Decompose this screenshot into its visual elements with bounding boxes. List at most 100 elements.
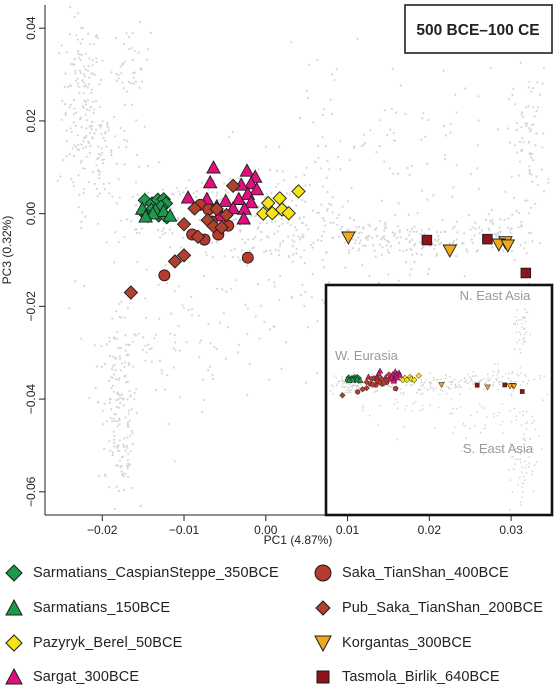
reference-point: [522, 141, 525, 144]
reference-point: [62, 159, 65, 162]
x-tick-label: −0.01: [169, 523, 200, 537]
reference-point: [123, 235, 126, 239]
inset-reference-point: [432, 379, 435, 381]
inset-reference-point: [428, 381, 431, 384]
inset-reference-point: [525, 472, 528, 474]
reference-point: [123, 437, 126, 440]
reference-point: [224, 189, 227, 192]
data-points: [123, 160, 532, 300]
reference-point: [301, 221, 304, 224]
inset-reference-point: [472, 383, 474, 385]
reference-point: [94, 100, 98, 103]
inset-reference-point: [460, 450, 463, 453]
reference-point: [120, 470, 123, 473]
reference-point: [384, 226, 388, 229]
inset-reference-point: [496, 373, 499, 376]
reference-point: [123, 445, 126, 449]
reference-point: [304, 184, 307, 187]
inset-reference-point: [519, 333, 522, 336]
inset-point-Pub_Saka_TianShan_200BCE: [359, 386, 366, 393]
reference-point: [358, 247, 361, 250]
reference-point: [337, 155, 340, 158]
reference-point: [88, 125, 91, 128]
inset-point-Korgantas_300BCE: [510, 383, 518, 390]
reference-point: [204, 251, 207, 254]
inset-reference-point: [520, 466, 523, 468]
reference-point: [514, 103, 517, 106]
reference-point: [415, 230, 418, 233]
reference-point: [510, 175, 513, 178]
reference-point: [111, 453, 114, 457]
reference-point: [73, 15, 76, 19]
inset-data-points: [339, 367, 525, 399]
inset-reference-point: [355, 385, 358, 388]
reference-point: [104, 139, 107, 142]
reference-point: [405, 237, 408, 241]
reference-point: [126, 306, 129, 309]
inset-reference-point: [336, 383, 339, 385]
reference-point: [295, 229, 298, 232]
reference-point: [497, 234, 500, 237]
x-tick-label: 0.02: [418, 523, 442, 537]
reference-point: [126, 140, 129, 143]
inset-reference-point: [531, 415, 533, 418]
reference-point: [172, 347, 175, 350]
reference-point: [68, 153, 71, 156]
reference-point: [507, 98, 510, 101]
inset-reference-point: [395, 383, 397, 385]
inset-reference-point: [525, 450, 527, 453]
reference-point: [327, 281, 331, 284]
reference-point: [339, 140, 342, 143]
inset-reference-point: [352, 372, 355, 375]
inset-reference-point: [500, 380, 503, 383]
reference-point: [127, 425, 131, 428]
reference-point: [295, 204, 298, 207]
reference-point: [119, 401, 122, 405]
reference-point: [200, 181, 203, 184]
inset-reference-point: [430, 382, 432, 385]
reference-point: [116, 464, 119, 467]
inset-point-Saka_TianShan_400BCE: [393, 385, 399, 392]
reference-point: [82, 140, 85, 143]
reference-point: [133, 398, 136, 401]
reference-point: [359, 239, 362, 242]
reference-point: [78, 53, 81, 56]
inset-reference-point: [453, 378, 456, 381]
reference-point: [115, 405, 119, 408]
reference-point: [349, 217, 352, 220]
inset-reference-point: [521, 496, 523, 499]
reference-point: [526, 122, 529, 125]
reference-point: [64, 72, 67, 75]
reference-point: [137, 51, 140, 54]
inset-reference-point: [522, 328, 525, 331]
y-tick-label: −0.02: [24, 291, 38, 322]
reference-point: [249, 214, 252, 217]
reference-point: [420, 189, 424, 192]
reference-point: [103, 187, 106, 191]
reference-point: [503, 218, 506, 221]
reference-point: [390, 107, 393, 111]
reference-point: [282, 179, 285, 182]
inset-reference-point: [389, 386, 392, 388]
inset-reference-point: [515, 380, 518, 383]
reference-point: [63, 103, 67, 106]
inset-reference-point: [473, 381, 476, 384]
reference-point: [267, 236, 270, 239]
inset-reference-point: [449, 412, 452, 415]
inset-reference-point: [526, 382, 529, 385]
inset-reference-point: [332, 393, 334, 395]
reference-point: [303, 304, 306, 308]
reference-point: [532, 123, 535, 126]
reference-point: [294, 175, 298, 178]
inset-reference-point: [346, 391, 349, 394]
inset-reference-point: [329, 390, 332, 392]
reference-point: [337, 213, 340, 216]
reference-point: [462, 242, 465, 245]
reference-point: [396, 225, 400, 228]
reference-point: [368, 274, 371, 277]
reference-point: [491, 222, 495, 226]
reference-point: [124, 361, 127, 364]
legend-item-korgantas: Korgantas_300BCE: [312, 631, 472, 655]
reference-point: [98, 192, 101, 195]
inset-reference-point: [460, 386, 463, 389]
